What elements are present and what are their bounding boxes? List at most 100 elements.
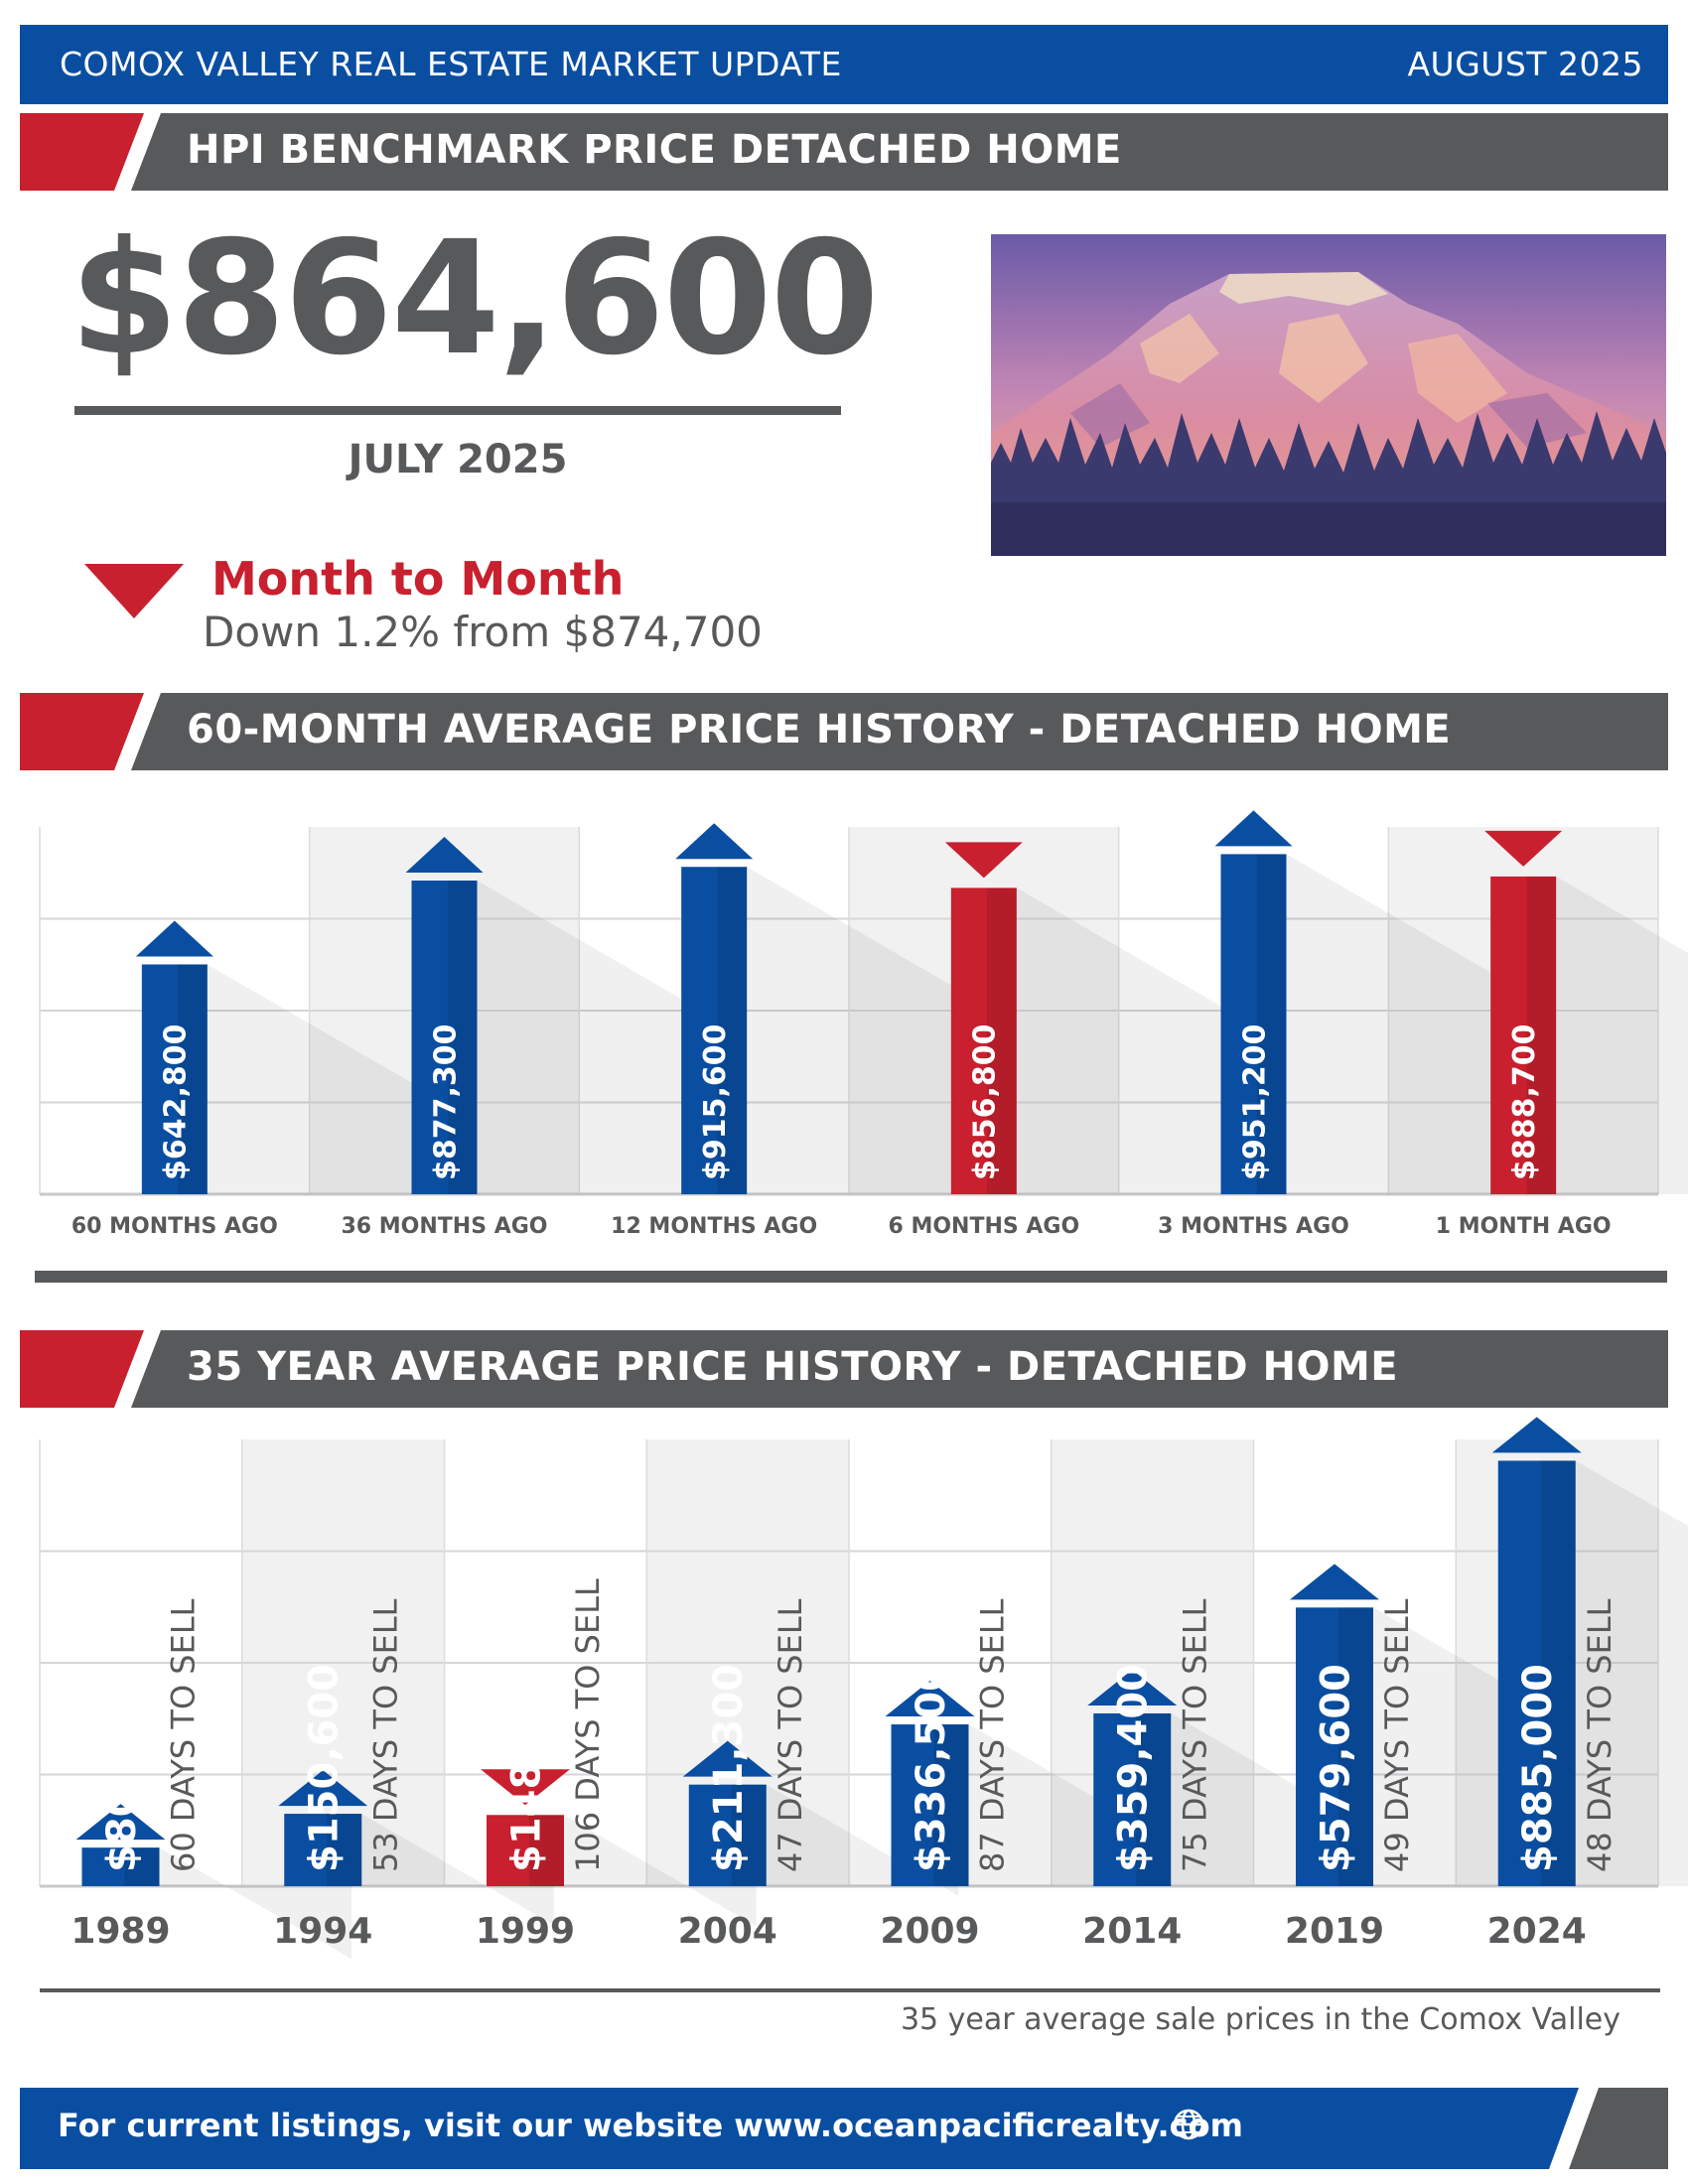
section-header-35-year: 35 YEAR AVERAGE PRICE HISTORY - DETACHED…	[20, 1330, 1668, 1408]
bar-shade	[987, 887, 1017, 1194]
bar-shade	[1540, 1460, 1576, 1886]
bar-value-label: $856,800	[968, 1024, 1003, 1180]
divider	[35, 1271, 1667, 1283]
bar-shadow	[1575, 1460, 1688, 1886]
section-title: 35 YEAR AVERAGE PRICE HISTORY - DETACHED…	[187, 1344, 1399, 1390]
up-arrow-icon	[682, 1740, 773, 1777]
change-text: Down 1.2% from $874,700	[203, 608, 763, 656]
divider	[74, 406, 841, 415]
category-label: 2014	[1082, 1911, 1182, 1952]
section-header-60-month: 60-MONTH AVERAGE PRICE HISTORY - DETACHE…	[20, 693, 1668, 770]
section-header-shape	[20, 1330, 1668, 1408]
bar	[688, 1784, 767, 1886]
bar-value-label: $888,700	[1507, 1024, 1542, 1180]
bar-shade	[124, 1847, 160, 1886]
bar	[284, 1814, 362, 1886]
up-arrow-icon	[675, 823, 754, 860]
days-to-sell-label: 75 DAYS TO SELL	[1176, 1598, 1213, 1872]
days-to-sell-label: 48 DAYS TO SELL	[1581, 1598, 1618, 1872]
bar-value-label: $915,600	[698, 1024, 733, 1180]
up-arrow-icon	[75, 1804, 166, 1841]
days-to-sell-label: 47 DAYS TO SELL	[772, 1598, 809, 1872]
up-arrow-icon	[278, 1770, 368, 1807]
bar	[1220, 854, 1287, 1194]
bar	[681, 867, 748, 1194]
bar-shade	[1526, 876, 1557, 1194]
category-label: 1989	[70, 1911, 170, 1952]
up-arrow-icon	[135, 920, 213, 957]
bar-value-label: $885,000	[1515, 1664, 1561, 1872]
bar-value-label: $148,100	[503, 1664, 549, 1872]
footer-banner	[20, 2088, 1668, 2169]
bar-value-label: $642,800	[159, 1024, 194, 1180]
category-label: 2024	[1487, 1911, 1587, 1952]
bar-value-label: $951,200	[1237, 1024, 1272, 1180]
down-arrow-icon	[84, 564, 184, 618]
bar-shadow	[1286, 854, 1543, 1194]
bar	[487, 1815, 564, 1886]
category-label: 2004	[678, 1911, 777, 1952]
category-label: 36 MONTHS AGO	[342, 1214, 548, 1239]
change-title: Month to Month	[211, 552, 625, 606]
bar	[411, 881, 478, 1194]
hpi-month: JULY 2025	[348, 437, 568, 482]
bar	[1093, 1712, 1172, 1886]
down-arrow-icon	[481, 1769, 570, 1806]
bar-shadow	[747, 867, 1004, 1194]
bar	[81, 1847, 160, 1886]
bar	[141, 964, 208, 1194]
bar	[950, 887, 1017, 1194]
bar	[1497, 1460, 1576, 1886]
divider	[40, 1988, 1660, 1992]
bar-shade	[1337, 1607, 1373, 1886]
bar-value-label: $579,600	[1313, 1664, 1358, 1872]
category-label: 6 MONTHS AGO	[888, 1214, 1079, 1239]
top-banner: COMOX VALLEY REAL ESTATE MARKET UPDATE A…	[20, 25, 1668, 104]
bar-value-label: $211,300	[706, 1664, 752, 1872]
chart-area: $80,200 60 DAYS TO SELL 1989 $150,600 53 DAY…	[39, 1417, 1688, 1960]
down-arrow-icon	[1484, 830, 1563, 867]
report-date: AUGUST 2025	[1407, 45, 1643, 83]
bar-shade	[528, 1815, 564, 1886]
section-header-shape	[20, 113, 1668, 191]
days-to-sell-label: 49 DAYS TO SELL	[1378, 1598, 1416, 1872]
category-label: 1 MONTH AGO	[1436, 1214, 1612, 1239]
down-arrow-icon	[944, 842, 1023, 879]
days-to-sell-label: 60 DAYS TO SELL	[165, 1598, 203, 1872]
bar-shadow	[477, 881, 734, 1194]
bar-value-label: $80,200	[99, 1692, 145, 1872]
mountain-illustration	[991, 234, 1666, 556]
days-to-sell-label: 53 DAYS TO SELL	[366, 1598, 404, 1872]
bar	[1490, 876, 1557, 1194]
bar-shadow	[1016, 887, 1273, 1194]
up-arrow-icon	[405, 837, 484, 874]
bar-value-label: $877,300	[428, 1024, 463, 1180]
bar-shadow	[361, 1814, 554, 1926]
section-header-hpi: HPI BENCHMARK PRICE DETACHED HOME	[20, 113, 1668, 191]
section-title: HPI BENCHMARK PRICE DETACHED HOME	[187, 127, 1122, 173]
section-title: 60-MONTH AVERAGE PRICE HISTORY - DETACHE…	[187, 707, 1452, 752]
report-title: COMOX VALLEY REAL ESTATE MARKET UPDATE	[60, 45, 842, 83]
days-to-sell-label: 87 DAYS TO SELL	[974, 1598, 1012, 1872]
category-label: 3 MONTHS AGO	[1158, 1214, 1349, 1239]
category-label: 60 MONTHS AGO	[71, 1214, 278, 1239]
bar-shadow	[159, 1847, 352, 1960]
up-arrow-icon	[1491, 1417, 1582, 1453]
category-label: 12 MONTHS AGO	[611, 1214, 817, 1239]
website-link[interactable]: For current listings, visit our website …	[58, 2107, 1243, 2144]
category-label: 2019	[1285, 1911, 1384, 1952]
hpi-price: $864,600	[70, 207, 880, 390]
bar-shade	[1256, 854, 1287, 1194]
bar-shade	[327, 1814, 362, 1886]
bar-value-label: $359,400	[1111, 1664, 1157, 1872]
bar	[1296, 1607, 1373, 1886]
up-arrow-icon	[1214, 810, 1293, 847]
bar-shade	[1136, 1712, 1172, 1886]
category-label: 2009	[880, 1911, 979, 1952]
up-arrow-icon	[885, 1681, 975, 1717]
bar-shadow	[1556, 876, 1688, 1194]
category-label: 1999	[476, 1911, 575, 1952]
days-to-sell-label: 106 DAYS TO SELL	[569, 1578, 607, 1872]
chart-60-month: $642,800 60 MONTHS AGO $877,300 36 MONTHS A…	[39, 810, 1688, 1239]
bar-value-label: $150,600	[302, 1664, 348, 1872]
